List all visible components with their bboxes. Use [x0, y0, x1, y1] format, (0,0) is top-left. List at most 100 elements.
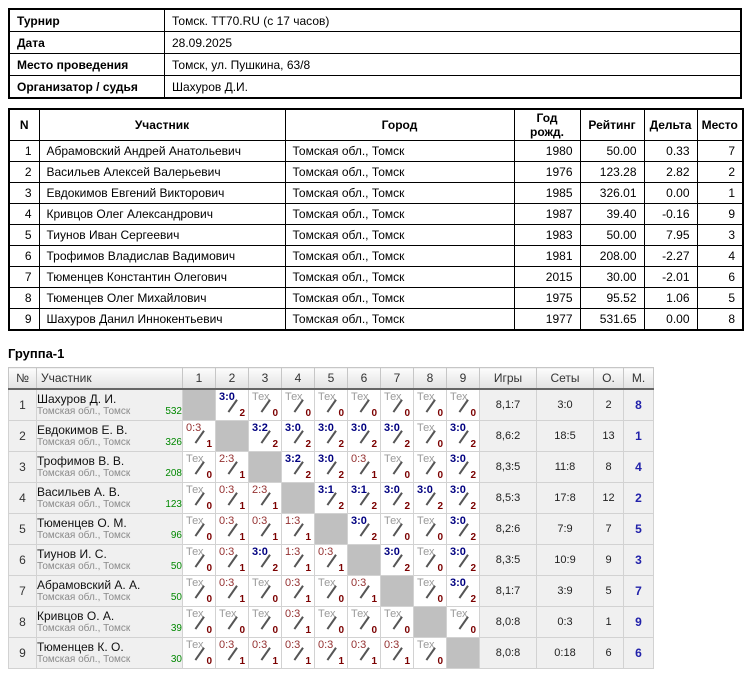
match-score: Тех [186, 608, 204, 620]
group-row-number: 9 [8, 637, 37, 669]
match-score: Тех [186, 577, 204, 589]
match-score: 3:0 [351, 422, 367, 434]
match-points: 2 [404, 563, 410, 574]
group-participant-cell: Трофимов В. В. Томская обл., Томск 208 [36, 451, 183, 483]
match-points: 2 [371, 501, 377, 512]
group-participant-name: Шахуров Д. И. [37, 392, 117, 406]
group-participant-rating: 50 [170, 592, 182, 603]
match-result-cell: Тех 0 [380, 451, 414, 483]
group-row-number: 1 [8, 388, 37, 421]
participant-row: 1 Абрамовский Андрей Анатольевич Томская о… [8, 140, 744, 162]
match-result-cell: 0:3 1 [248, 513, 282, 545]
info-row: Турнир Томск. TT70.RU (с 17 часов) [8, 8, 742, 32]
match-points: 2 [371, 439, 377, 450]
match-score: Тех [186, 546, 204, 558]
group-games-cell: 8,3:5 [479, 544, 537, 576]
participant-name: Кривцов Олег Александрович [38, 203, 286, 225]
participants-col-header: Город [284, 108, 515, 141]
match-result-cell: 0:3 1 [281, 637, 315, 669]
participant-place: 4 [696, 245, 744, 267]
participants-col-header: Участник [38, 108, 286, 141]
match-score: Тех [351, 608, 369, 620]
match-score: 3:0 [450, 484, 466, 496]
match-score: 3:0 [351, 515, 367, 527]
match-result-cell [413, 606, 447, 638]
match-result-cell: Тех 0 [413, 575, 447, 607]
match-score: Тех [351, 391, 369, 403]
match-result-cell: 3:0 2 [446, 420, 480, 452]
participant-place: 6 [696, 266, 744, 288]
participant-delta: 2.82 [643, 161, 698, 183]
match-points: 2 [338, 501, 344, 512]
group-games-cell: 8,5:3 [479, 482, 537, 514]
group-participant-subline: Томская обл., Томск 30 [37, 654, 182, 666]
match-points: 1 [239, 501, 245, 512]
group-place-cell: 8 [623, 388, 654, 421]
participant-place: 7 [696, 140, 744, 162]
match-points: 2 [239, 408, 245, 419]
participant-rating: 30.00 [579, 266, 645, 288]
match-result-cell: Тех 0 [413, 513, 447, 545]
match-result-cell: 3:1 2 [347, 482, 381, 514]
group-participant-region: Томская обл., Томск [37, 437, 131, 448]
group-points-cell: 1 [593, 606, 624, 638]
match-points: 1 [239, 532, 245, 543]
match-result-cell: Тех 0 [446, 388, 480, 421]
info-label: Место проведения [8, 53, 165, 76]
match-result-cell: Тех 0 [182, 513, 216, 545]
participant-row: 6 Трофимов Владислав Вадимович Томская обл… [8, 245, 744, 267]
participant-delta: 1.06 [643, 287, 698, 309]
match-score: 0:3 [318, 639, 334, 651]
participant-number: 6 [8, 245, 40, 267]
match-points: 0 [338, 594, 344, 605]
participant-rating: 531.65 [579, 308, 645, 331]
match-score: Тех [417, 577, 435, 589]
match-result-cell: Тех 0 [380, 388, 414, 421]
group-participant-rating: 208 [165, 468, 182, 479]
group-row-number: 4 [8, 482, 37, 514]
match-points: 0 [437, 439, 443, 450]
match-points: 1 [239, 470, 245, 481]
participant-number: 4 [8, 203, 40, 225]
match-score: 0:3 [285, 608, 301, 620]
match-points: 1 [404, 656, 410, 667]
match-score: 0:3 [351, 577, 367, 589]
match-points: 2 [272, 563, 278, 574]
group-games-cell: 8,0:8 [479, 606, 537, 638]
match-score: Тех [417, 515, 435, 527]
match-result-cell: 3:0 2 [380, 420, 414, 452]
group-participant-rating: 532 [165, 406, 182, 417]
group-participant-region: Томская обл., Томск [37, 654, 131, 665]
group-participant-subline: Томская обл., Томск 50 [37, 592, 182, 604]
group-games-cell: 8,3:5 [479, 451, 537, 483]
match-score: Тех [285, 391, 303, 403]
match-result-cell: 0:3 1 [281, 606, 315, 638]
match-points: 1 [272, 532, 278, 543]
group-col-header: 9 [446, 367, 480, 390]
group-participant-name: Абрамовский А. А. [37, 578, 141, 592]
match-score: 3:0 [318, 453, 334, 465]
participant-place: 3 [696, 224, 744, 246]
participant-name: Васильев Алексей Валерьевич [38, 161, 286, 183]
group-place-cell: 7 [623, 575, 654, 607]
group-participant-rating: 123 [165, 499, 182, 510]
match-score: 0:3 [285, 639, 301, 651]
match-result-cell: 0:3 1 [281, 575, 315, 607]
match-points: 0 [437, 470, 443, 481]
group-header-row: № Участник 1 2 3 4 5 6 7 8 9 Игры Сеты О. М. [8, 367, 654, 390]
match-score: Тех [252, 608, 270, 620]
group-row-number: 7 [8, 575, 37, 607]
match-result-cell: 0:3 1 [314, 544, 348, 576]
group-col-header: Сеты [536, 367, 594, 390]
match-score: 3:1 [318, 484, 334, 496]
match-result-cell: 0:3 1 [182, 420, 216, 452]
group-games-cell: 8,1:7 [479, 575, 537, 607]
match-score: 1:3 [285, 515, 301, 527]
match-result-cell: 0:3 1 [314, 637, 348, 669]
participants-header-row: N Участник Город Год рожд. Рейтинг Дельта Мест… [8, 108, 744, 141]
group-points-cell: 5 [593, 575, 624, 607]
match-points: 0 [272, 594, 278, 605]
participant-row: 5 Тиунов Иван Сергеевич Томская обл., Томс… [8, 224, 744, 246]
participant-name: Тюменцев Константин Олегович [38, 266, 286, 288]
match-points: 1 [272, 501, 278, 512]
